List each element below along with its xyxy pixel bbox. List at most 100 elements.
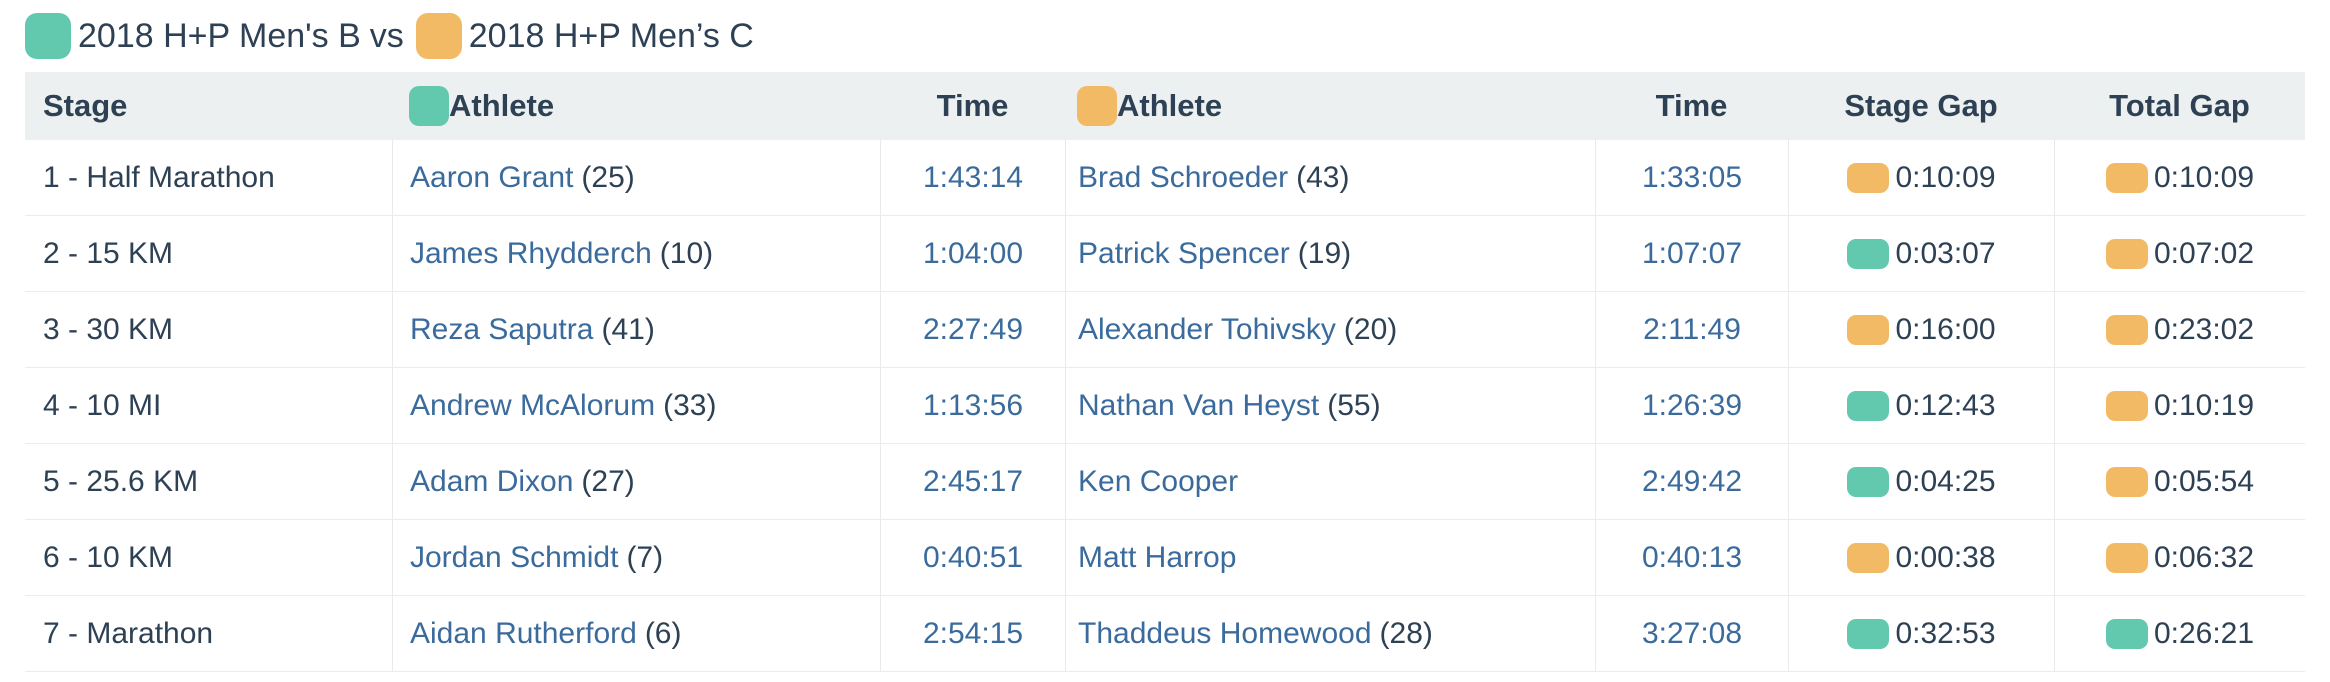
athlete-b-cell: James Rhydderch (10) bbox=[392, 216, 880, 291]
athlete-c-link[interactable]: Patrick Spencer bbox=[1078, 236, 1290, 270]
time-c-link[interactable]: 1:26:39 bbox=[1641, 388, 1743, 422]
athlete-b-link[interactable]: Aaron Grant bbox=[410, 160, 574, 194]
athlete-b-link[interactable]: Jordan Schmidt bbox=[410, 540, 619, 574]
time-b-cell: 1:43:14 bbox=[880, 140, 1065, 215]
time-b-link[interactable]: 2:45:17 bbox=[922, 464, 1024, 498]
header-athlete-b-label: Athlete bbox=[449, 88, 555, 123]
stage-cell: 3 - 30 KM bbox=[25, 292, 392, 367]
header-athlete-c: Athlete bbox=[1065, 72, 1595, 140]
header-athlete-c-label: Athlete bbox=[1117, 88, 1223, 123]
total-gap-value: 0:10:19 bbox=[2153, 388, 2255, 422]
stage-gap-cell: 0:04:25 bbox=[1788, 444, 2054, 519]
stage-cell: 5 - 25.6 KM bbox=[25, 444, 392, 519]
athlete-c-cell: Alexander Tohivsky (20) bbox=[1065, 292, 1595, 367]
stage-gap-value: 0:03:07 bbox=[1895, 236, 1996, 270]
total-gap-cell: 0:26:21 bbox=[2054, 596, 2305, 671]
table-row: 7 - Marathon Aidan Rutherford (6) 2:54:1… bbox=[25, 596, 2305, 672]
header-stage: Stage bbox=[25, 72, 392, 140]
total-gap-winner-swatch-icon bbox=[2105, 162, 2148, 193]
stage-label: 3 - 30 KM bbox=[43, 312, 174, 346]
athlete-c-bib: (28) bbox=[1379, 616, 1433, 650]
table-row: 4 - 10 MI Andrew McAlorum (33) 1:13:56 N… bbox=[25, 368, 2305, 444]
athlete-b-bib: (27) bbox=[581, 464, 635, 498]
stage-gap-value: 0:12:43 bbox=[1895, 388, 1996, 422]
time-c-cell: 1:33:05 bbox=[1595, 140, 1788, 215]
total-gap-cell: 0:23:02 bbox=[2054, 292, 2305, 367]
time-c-link[interactable]: 1:33:05 bbox=[1641, 160, 1743, 194]
time-b-cell: 1:04:00 bbox=[880, 216, 1065, 291]
athlete-b-bib: (7) bbox=[626, 540, 664, 574]
stage-gap-winner-swatch-icon bbox=[1847, 618, 1890, 649]
stage-gap-winner-swatch-icon bbox=[1847, 542, 1890, 573]
time-c-cell: 1:26:39 bbox=[1595, 368, 1788, 443]
time-c-link[interactable]: 1:07:07 bbox=[1641, 236, 1743, 270]
athlete-b-link[interactable]: Aidan Rutherford bbox=[410, 616, 637, 650]
stage-gap-winner-swatch-icon bbox=[1847, 466, 1890, 497]
athlete-c-link[interactable]: Matt Harrop bbox=[1078, 540, 1237, 574]
athlete-b-link[interactable]: Adam Dixon bbox=[410, 464, 574, 498]
total-gap-winner-swatch-icon bbox=[2105, 542, 2148, 573]
time-b-link[interactable]: 1:04:00 bbox=[922, 236, 1024, 270]
total-gap-value: 0:06:32 bbox=[2153, 540, 2255, 574]
athlete-b-link[interactable]: Andrew McAlorum bbox=[410, 388, 656, 422]
total-gap-value: 0:23:02 bbox=[2153, 312, 2255, 346]
athlete-c-cell: Patrick Spencer (19) bbox=[1065, 216, 1595, 291]
total-gap-value: 0:26:21 bbox=[2153, 616, 2255, 650]
athlete-b-bib: (10) bbox=[659, 236, 714, 270]
time-b-link[interactable]: 2:27:49 bbox=[922, 312, 1024, 346]
athlete-c-link[interactable]: Thaddeus Homewood bbox=[1078, 616, 1372, 650]
athlete-b-cell: Aidan Rutherford (6) bbox=[392, 596, 880, 671]
header-time-b: Time bbox=[880, 72, 1065, 140]
athlete-b-link[interactable]: James Rhydderch bbox=[410, 236, 652, 270]
stage-gap-value: 0:32:53 bbox=[1895, 616, 1996, 650]
athlete-c-link[interactable]: Brad Schroeder bbox=[1078, 160, 1289, 194]
time-b-cell: 2:27:49 bbox=[880, 292, 1065, 367]
team-c-swatch-icon bbox=[1077, 86, 1117, 126]
time-c-cell: 3:27:08 bbox=[1595, 596, 1788, 671]
time-b-link[interactable]: 0:40:51 bbox=[922, 540, 1024, 574]
time-c-link[interactable]: 0:40:13 bbox=[1641, 540, 1743, 574]
team-comparison-legend: 2018 H+P Men's B vs 2018 H+P Men’s C bbox=[25, 0, 2305, 72]
stage-label: 4 - 10 MI bbox=[43, 388, 162, 422]
athlete-c-link[interactable]: Nathan Van Heyst bbox=[1078, 388, 1320, 422]
time-c-cell: 2:11:49 bbox=[1595, 292, 1788, 367]
time-c-link[interactable]: 3:27:08 bbox=[1641, 616, 1743, 650]
table-row: 5 - 25.6 KM Adam Dixon (27) 2:45:17 Ken … bbox=[25, 444, 2305, 520]
time-b-link[interactable]: 1:43:14 bbox=[922, 160, 1024, 194]
time-b-link[interactable]: 1:13:56 bbox=[922, 388, 1024, 422]
athlete-c-link[interactable]: Alexander Tohivsky bbox=[1078, 312, 1336, 346]
athlete-c-cell: Matt Harrop bbox=[1065, 520, 1595, 595]
team-b-swatch-icon bbox=[409, 86, 449, 126]
stage-cell: 4 - 10 MI bbox=[25, 368, 392, 443]
time-c-link[interactable]: 2:11:49 bbox=[1643, 312, 1741, 346]
table-row: 6 - 10 KM Jordan Schmidt (7) 0:40:51 Mat… bbox=[25, 520, 2305, 596]
header-athlete-b: Athlete bbox=[392, 72, 880, 140]
stage-cell: 6 - 10 KM bbox=[25, 520, 392, 595]
total-gap-winner-swatch-icon bbox=[2105, 314, 2148, 345]
time-c-link[interactable]: 2:49:42 bbox=[1641, 464, 1743, 498]
athlete-c-link[interactable]: Ken Cooper bbox=[1078, 464, 1239, 498]
stage-gap-cell: 0:03:07 bbox=[1788, 216, 2054, 291]
athlete-c-bib: (19) bbox=[1297, 236, 1352, 270]
stage-label: 1 - Half Marathon bbox=[43, 160, 275, 194]
total-gap-winner-swatch-icon bbox=[2105, 618, 2148, 649]
time-b-link[interactable]: 2:54:15 bbox=[922, 616, 1024, 650]
header-time-c: Time bbox=[1595, 72, 1788, 140]
stage-gap-winner-swatch-icon bbox=[1847, 314, 1890, 345]
athlete-b-bib: (33) bbox=[663, 388, 717, 422]
total-gap-cell: 0:07:02 bbox=[2054, 216, 2305, 291]
athlete-b-link[interactable]: Reza Saputra bbox=[410, 312, 594, 346]
athlete-c-cell: Ken Cooper bbox=[1065, 444, 1595, 519]
athlete-b-cell: Aaron Grant (25) bbox=[392, 140, 880, 215]
time-b-cell: 2:45:17 bbox=[880, 444, 1065, 519]
stage-gap-winner-swatch-icon bbox=[1847, 390, 1890, 421]
total-gap-cell: 0:06:32 bbox=[2054, 520, 2305, 595]
table-header-row: Stage Athlete Time Athlete Time Stage Ga… bbox=[25, 72, 2305, 140]
time-b-cell: 2:54:15 bbox=[880, 596, 1065, 671]
stage-gap-value: 0:04:25 bbox=[1895, 464, 1996, 498]
stage-gap-winner-swatch-icon bbox=[1847, 162, 1890, 193]
athlete-b-cell: Reza Saputra (41) bbox=[392, 292, 880, 367]
header-stage-label: Stage bbox=[43, 88, 128, 123]
table-body: 1 - Half Marathon Aaron Grant (25) 1:43:… bbox=[25, 140, 2305, 672]
